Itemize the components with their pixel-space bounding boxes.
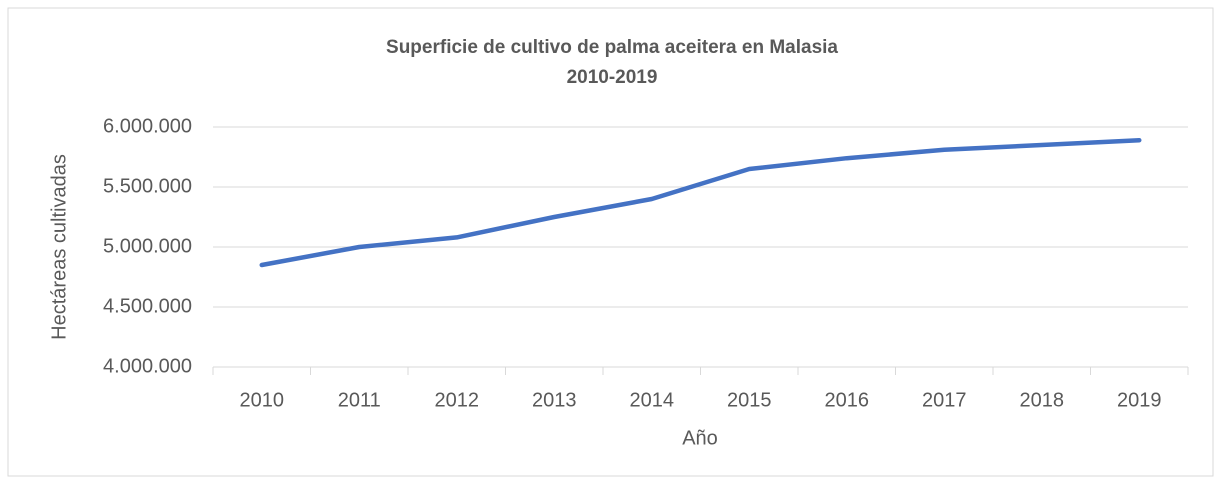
x-tick-label: 2017	[922, 389, 967, 411]
data-line	[259, 137, 1142, 268]
x-tick-label: 2019	[1117, 389, 1162, 411]
x-tick-label: 2016	[825, 389, 870, 411]
y-axis-label: Hectáreas cultivadas	[48, 154, 70, 340]
y-tick-label: 5.500.000	[103, 175, 192, 197]
y-tick-label: 4.500.000	[103, 295, 192, 317]
chart-subtitle: 2010-2019	[567, 67, 658, 88]
x-tick-label: 2015	[727, 389, 772, 411]
x-axis-label: Año	[682, 427, 718, 449]
chart-title: Superficie de cultivo de palma aceitera …	[386, 37, 838, 58]
x-tick-label: 2013	[532, 389, 577, 411]
y-tick-label: 5.000.000	[103, 235, 192, 257]
y-tick-label: 4.000.000	[103, 355, 192, 377]
chart-frame	[7, 7, 1214, 477]
x-tick-label: 2018	[1020, 389, 1065, 411]
x-tick-label: 2012	[435, 389, 480, 411]
y-tick-label: 6.000.000	[103, 115, 192, 137]
x-tick-label: 2010	[240, 389, 285, 411]
x-tick-label: 2014	[630, 389, 675, 411]
x-tick-label: 2011	[338, 389, 381, 411]
